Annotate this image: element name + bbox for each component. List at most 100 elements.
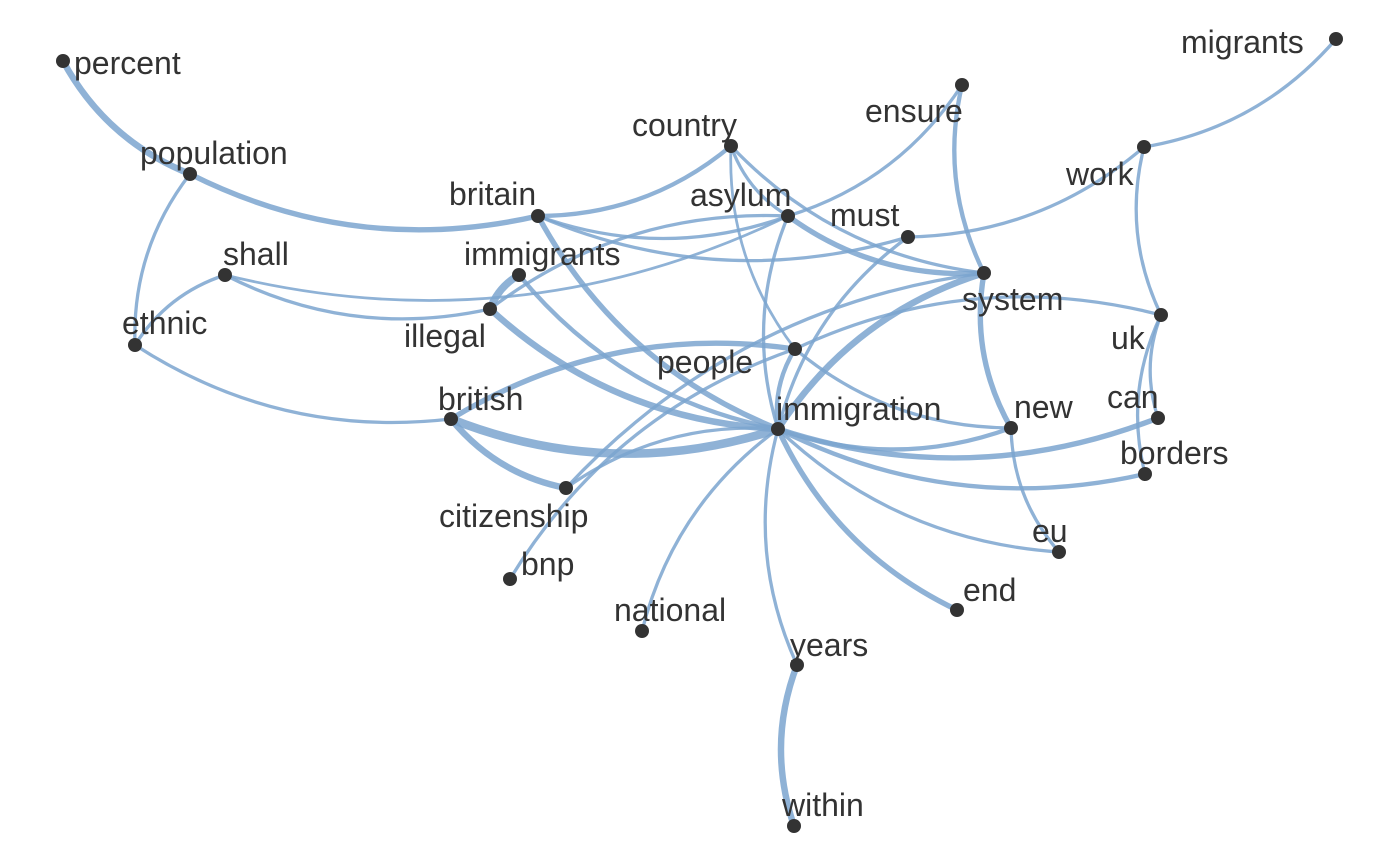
labels-layer: percent population ethnic shall britain count… bbox=[74, 24, 1304, 823]
node-borders bbox=[1138, 467, 1152, 481]
node-label-can: can bbox=[1107, 379, 1159, 415]
node-eu bbox=[1052, 545, 1066, 559]
node-british bbox=[444, 412, 458, 426]
edge-britain-country bbox=[535, 143, 734, 219]
node-label-people: people bbox=[657, 344, 753, 380]
node-label-citizenship: citizenship bbox=[439, 498, 588, 534]
edge-people-new bbox=[793, 347, 1013, 430]
edge-immigration-national bbox=[640, 427, 780, 633]
node-ethnic bbox=[128, 338, 142, 352]
edge-asylum-ensure bbox=[786, 83, 964, 218]
edge-work-migrants bbox=[1142, 37, 1338, 149]
node-population bbox=[183, 167, 197, 181]
node-label-years: years bbox=[790, 627, 868, 663]
node-label-new: new bbox=[1014, 389, 1074, 425]
edge-immigration-can bbox=[775, 415, 1161, 461]
node-label-population: population bbox=[140, 135, 288, 171]
node-label-within: within bbox=[781, 787, 864, 823]
edge-uk-people bbox=[793, 295, 1163, 351]
node-immigrants bbox=[512, 268, 526, 282]
node-new bbox=[1004, 421, 1018, 435]
edge-population-britain bbox=[187, 171, 541, 233]
edge-britain-asylum bbox=[536, 214, 790, 241]
node-within bbox=[787, 819, 801, 833]
node-label-british: british bbox=[438, 381, 523, 417]
node-label-work: work bbox=[1065, 156, 1135, 192]
node-label-shall: shall bbox=[223, 236, 289, 272]
node-illegal bbox=[483, 302, 497, 316]
edge-uk-borders bbox=[1135, 313, 1163, 476]
node-country bbox=[724, 139, 738, 153]
node-label-ensure: ensure bbox=[865, 93, 963, 129]
node-national bbox=[635, 624, 649, 638]
node-label-bnp: bnp bbox=[521, 546, 574, 582]
edge-people-bnp bbox=[508, 347, 797, 581]
node-must bbox=[901, 230, 915, 244]
node-label-migrants: migrants bbox=[1181, 24, 1304, 60]
edge-immigration-years bbox=[763, 427, 799, 667]
edge-system-new bbox=[977, 270, 1014, 431]
edge-britain-must bbox=[536, 214, 910, 263]
node-label-asylum: asylum bbox=[690, 177, 791, 213]
node-immigration bbox=[771, 422, 785, 436]
node-can bbox=[1151, 411, 1165, 425]
edge-country-people bbox=[729, 144, 797, 351]
edge-ensure-system bbox=[952, 82, 987, 276]
node-label-borders: borders bbox=[1120, 435, 1229, 471]
node-label-britain: britain bbox=[449, 176, 536, 212]
node-bnp bbox=[503, 572, 517, 586]
node-shall bbox=[218, 268, 232, 282]
node-britain bbox=[531, 209, 545, 223]
edge-must-work bbox=[906, 145, 1146, 239]
node-label-immigration: immigration bbox=[776, 391, 941, 427]
edge-uk-can bbox=[1148, 313, 1163, 420]
edge-immigrants-immigration bbox=[516, 272, 781, 432]
edge-system-immigration bbox=[774, 269, 988, 433]
node-asylum bbox=[781, 209, 795, 223]
edge-ethnic-british bbox=[133, 343, 453, 425]
node-ensure bbox=[955, 78, 969, 92]
node-percent bbox=[56, 54, 70, 68]
node-label-illegal: illegal bbox=[404, 318, 486, 354]
edge-immigration-citizenship bbox=[564, 426, 780, 490]
edge-population-ethnic bbox=[133, 172, 192, 347]
edge-immigration-borders bbox=[775, 426, 1148, 491]
edge-british-citizenship bbox=[447, 415, 570, 492]
edge-years-within bbox=[777, 661, 801, 830]
node-label-end: end bbox=[963, 572, 1016, 608]
edge-immigration-end bbox=[775, 426, 960, 613]
node-label-system: system bbox=[962, 281, 1063, 317]
edge-illegal-immigration bbox=[486, 305, 782, 433]
node-label-ethnic: ethnic bbox=[122, 305, 207, 341]
edge-asylum-immigration bbox=[761, 214, 790, 431]
edge-shall-ethnic bbox=[133, 273, 227, 347]
edge-new-eu bbox=[1009, 426, 1061, 554]
edge-asylum-system bbox=[785, 213, 987, 277]
edge-britain-immigration bbox=[535, 213, 781, 432]
edges-layer bbox=[59, 37, 1338, 830]
node-work bbox=[1137, 140, 1151, 154]
edge-immigration-eu bbox=[776, 427, 1061, 554]
node-migrants bbox=[1329, 32, 1343, 46]
edge-british-immigration bbox=[446, 414, 783, 458]
edge-shall-illegal bbox=[223, 273, 492, 321]
nodes-layer bbox=[56, 32, 1343, 833]
node-label-percent: percent bbox=[74, 45, 181, 81]
node-system bbox=[977, 266, 991, 280]
node-end bbox=[950, 603, 964, 617]
edge-shall-asylum bbox=[223, 214, 790, 302]
edge-percent-population bbox=[59, 57, 194, 178]
node-people bbox=[788, 342, 802, 356]
edge-country-system bbox=[729, 144, 986, 275]
node-label-eu: eu bbox=[1032, 513, 1068, 549]
node-years bbox=[790, 658, 804, 672]
node-label-national: national bbox=[614, 592, 726, 628]
edge-people-british bbox=[448, 340, 798, 422]
edge-people-immigration bbox=[774, 346, 798, 432]
edge-country-asylum bbox=[729, 144, 790, 218]
node-citizenship bbox=[559, 481, 573, 495]
node-label-immigrants: immigrants bbox=[464, 236, 620, 272]
node-label-uk: uk bbox=[1111, 320, 1146, 356]
edge-work-uk bbox=[1134, 145, 1163, 317]
